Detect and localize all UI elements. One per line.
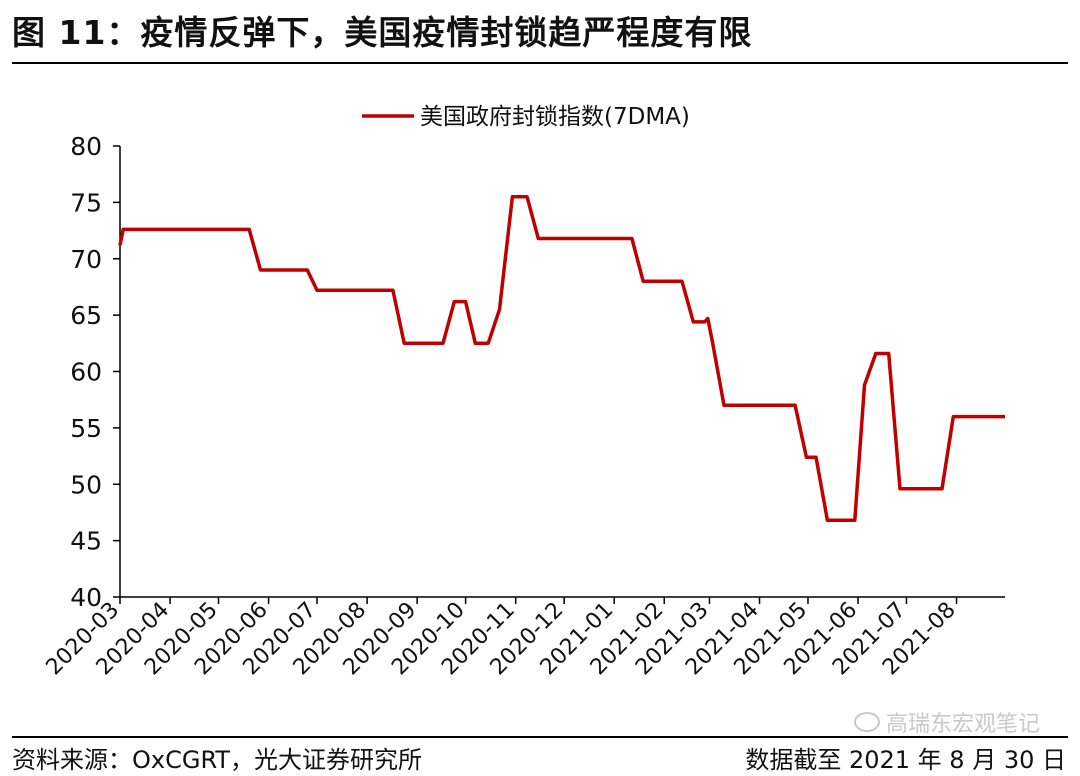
axes xyxy=(119,146,1005,598)
x-axis-ticks: 2020-032020-042020-052020-062020-072020-… xyxy=(42,597,961,680)
watermark-text: 高瑞东宏观笔记 xyxy=(885,712,1040,737)
y-tick-label: 70 xyxy=(70,245,102,274)
date-note: 数据截至 2021 年 8 月 30 日 xyxy=(745,746,1066,774)
footer-divider xyxy=(12,736,1068,738)
series-line xyxy=(118,194,1005,523)
title-divider xyxy=(12,62,1068,64)
y-tick-label: 80 xyxy=(70,132,102,161)
legend: 美国政府封锁指数(7DMA) xyxy=(362,104,690,130)
y-tick-label: 45 xyxy=(70,527,102,556)
legend-label: 美国政府封锁指数(7DMA) xyxy=(420,104,690,130)
y-tick-label: 75 xyxy=(70,188,102,217)
source-note: 资料来源：OxCGRT，光大证券研究所 xyxy=(12,746,423,774)
y-tick-label: 50 xyxy=(70,470,102,499)
y-tick-label: 60 xyxy=(70,358,102,387)
chart-title: 图 11：疫情反弹下，美国疫情封锁趋严程度有限 xyxy=(12,13,753,52)
watermark: 高瑞东宏观笔记 xyxy=(853,706,1040,738)
wechat-icon xyxy=(853,712,880,732)
y-tick-label: 55 xyxy=(70,414,102,443)
y-tick-label: 65 xyxy=(70,301,102,330)
y-axis-ticks: 40 45 50 55 60 65 70 75 80 xyxy=(70,132,120,612)
y-tick-label: 40 xyxy=(70,583,102,612)
